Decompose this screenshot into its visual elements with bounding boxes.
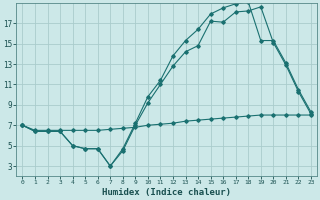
X-axis label: Humidex (Indice chaleur): Humidex (Indice chaleur) bbox=[102, 188, 231, 197]
